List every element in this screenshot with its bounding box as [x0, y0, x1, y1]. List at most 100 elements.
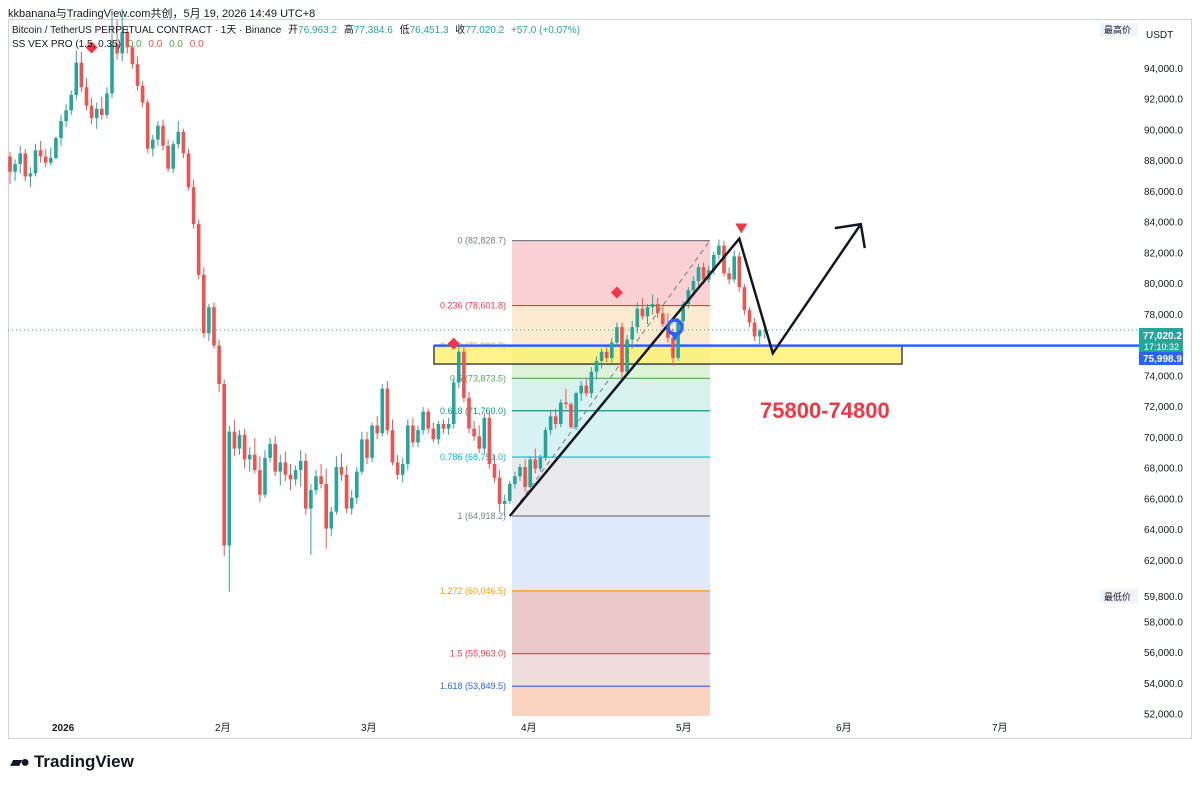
candle-body — [120, 31, 124, 54]
candle-body — [395, 462, 400, 475]
candle-body — [115, 44, 119, 54]
candle-body — [635, 308, 640, 328]
candlestick-series — [8, 8, 767, 592]
fibonacci-retracement[interactable]: 0 (82,828.7)0.236 (78,601.8)0.382 (75,98… — [440, 236, 710, 716]
candle-body — [604, 351, 609, 358]
sell-signal-diamond[interactable] — [85, 41, 98, 54]
price-tick-label: 78,000.0 — [1144, 310, 1183, 321]
candle-body — [763, 329, 767, 331]
tradingview-mark-icon: ▰● — [10, 754, 30, 771]
price-tick-label: 74,000.0 — [1144, 371, 1183, 382]
candle-body — [599, 351, 604, 361]
candle-body — [752, 322, 757, 337]
candle-body — [28, 173, 33, 177]
candle-body — [263, 457, 267, 495]
candle-body — [451, 382, 456, 425]
candle-body — [548, 416, 553, 431]
candle-body — [727, 273, 731, 280]
candle-body — [681, 304, 685, 321]
candle-body — [151, 139, 155, 149]
low-value: 76,451.3 — [409, 25, 449, 36]
candle-body — [125, 31, 130, 48]
candle-body — [757, 330, 762, 337]
candle-body — [436, 424, 441, 440]
indicator-title[interactable]: SS VEX PRO (1.5, 0.35) — [12, 39, 121, 50]
candle-body — [105, 93, 109, 115]
candle-body — [615, 327, 619, 343]
candle-body — [553, 416, 558, 425]
candle-body — [431, 428, 436, 440]
sell-signal-triangle[interactable] — [735, 223, 748, 234]
time-axis[interactable]: 2026 2月 3月 4月 5月 6月 7月 — [52, 722, 1008, 734]
high-label: 高 — [343, 25, 354, 36]
price-tick-label: 72,000.0 — [1144, 402, 1183, 413]
price-tick-label: 58,000.0 — [1144, 617, 1183, 628]
indicator-value-1: 0.0 — [127, 39, 142, 50]
candle-body — [161, 125, 165, 146]
low-marker-label: 最低价 — [1104, 591, 1131, 602]
price-tick-label: 66,000.0 — [1144, 494, 1183, 505]
open-label: 开 — [288, 25, 299, 36]
candle-body — [492, 463, 497, 478]
candle-body — [344, 474, 349, 509]
candle-body — [655, 304, 660, 314]
fib-level-label: 1.5 (55,963.0) — [450, 649, 506, 659]
candle-body — [69, 94, 73, 111]
sell-signal-diamond[interactable] — [447, 337, 460, 350]
candle-body — [140, 85, 145, 103]
support-zone-box[interactable] — [433, 344, 903, 365]
chart-frame — [8, 19, 1192, 739]
time-tick-jun: 6月 — [836, 722, 852, 734]
fib-band — [512, 590, 710, 654]
zone-annotation-text[interactable]: 75800-74800 — [760, 398, 890, 423]
candle-body — [538, 457, 543, 469]
candle-body — [196, 224, 201, 275]
candle-body — [64, 110, 68, 122]
time-tick-may: 5月 — [676, 722, 692, 734]
candle-body — [258, 470, 262, 495]
price-axis[interactable]: USDT 最高价 94,000.0 92,000.0 90,000.0 88,000.… — [1100, 23, 1183, 721]
fib-level-label: 1.272 (60,046.5) — [440, 586, 506, 596]
candle-body — [523, 467, 527, 488]
fib-level-label: 1 (64,918.2) — [457, 511, 506, 521]
currency-label[interactable]: USDT — [1146, 30, 1173, 41]
candle-body — [712, 254, 716, 271]
candle-body — [594, 360, 599, 372]
candle-body — [472, 428, 476, 437]
price-tick-label: 94,000.0 — [1144, 64, 1183, 75]
price-tick-label: 84,000.0 — [1144, 218, 1183, 229]
fib-band — [512, 457, 710, 516]
candle-body — [334, 467, 339, 512]
candle-body — [314, 476, 318, 491]
candle-body — [620, 327, 624, 372]
high-marker-label: 最高价 — [1104, 24, 1131, 35]
change-value: +57.0 (+0.07%) — [511, 25, 580, 36]
candle-body — [329, 511, 334, 529]
candle-body — [181, 131, 186, 154]
projection-path[interactable] — [508, 223, 862, 517]
trend-drawings[interactable] — [85, 41, 867, 517]
candle-body — [625, 339, 629, 372]
candle-body — [339, 467, 344, 475]
close-value: 77,020.2 — [465, 25, 505, 36]
candle-body — [207, 307, 211, 334]
sell-signal-diamond[interactable] — [610, 286, 623, 299]
candle-body — [13, 164, 17, 172]
candle-body — [564, 402, 568, 405]
candle-body — [360, 439, 364, 472]
candle-body — [390, 430, 395, 463]
candle-body — [89, 105, 94, 119]
tradingview-logo[interactable]: ▰● TradingView — [10, 752, 134, 772]
candle-body — [38, 150, 43, 157]
symbol-title[interactable]: Bitcoin / TetherUS PERPETUAL CONTRACT · … — [12, 25, 282, 36]
candle-body — [686, 290, 691, 305]
candle-body — [701, 267, 706, 280]
support-zone[interactable] — [8, 329, 1139, 365]
fib-trend-line[interactable] — [509, 240, 711, 517]
candle-body — [533, 459, 538, 469]
candle-body — [365, 439, 369, 458]
candle-body — [676, 320, 680, 358]
candle-body — [610, 342, 614, 358]
candle-body — [191, 187, 196, 225]
